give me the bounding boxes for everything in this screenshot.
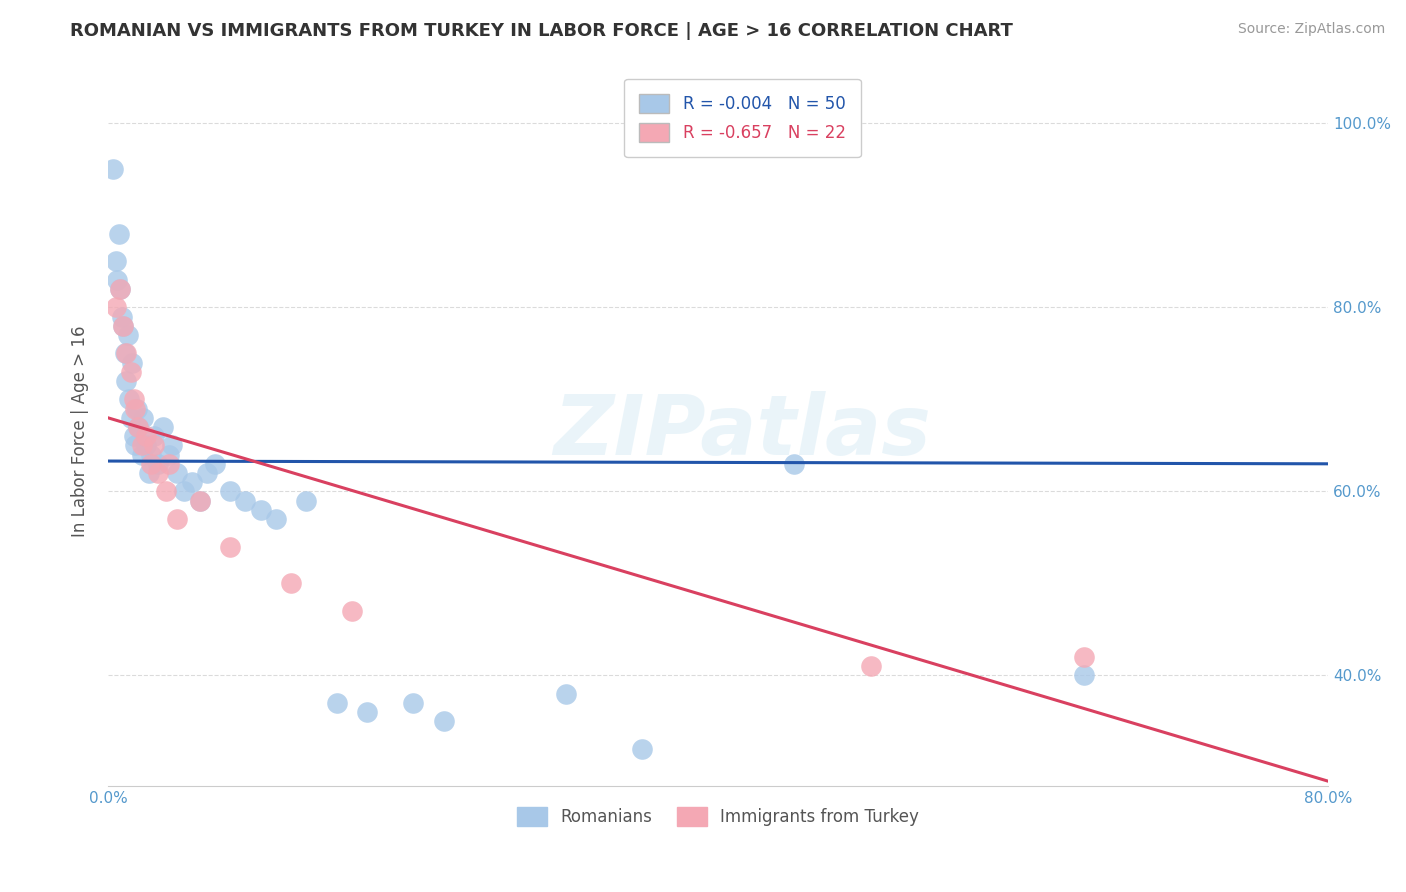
Point <box>104 254 127 268</box>
Point <box>138 466 160 480</box>
Point <box>356 705 378 719</box>
Point <box>124 401 146 416</box>
Point <box>142 438 165 452</box>
Point <box>101 162 124 177</box>
Point <box>157 448 180 462</box>
Point <box>188 493 211 508</box>
Point <box>180 475 202 490</box>
Text: ZIPatlas: ZIPatlas <box>554 391 931 472</box>
Point <box>219 540 242 554</box>
Point <box>128 420 150 434</box>
Point <box>402 696 425 710</box>
Point <box>155 484 177 499</box>
Point <box>112 318 135 333</box>
Point <box>125 401 148 416</box>
Point <box>117 328 139 343</box>
Text: Source: ZipAtlas.com: Source: ZipAtlas.com <box>1237 22 1385 37</box>
Point <box>112 318 135 333</box>
Point <box>204 457 226 471</box>
Point <box>249 503 271 517</box>
Point <box>139 457 162 471</box>
Point <box>105 273 128 287</box>
Point <box>122 429 145 443</box>
Point <box>139 448 162 462</box>
Point <box>104 301 127 315</box>
Point <box>128 420 150 434</box>
Point <box>340 604 363 618</box>
Point <box>122 392 145 407</box>
Point <box>142 429 165 443</box>
Point <box>114 346 136 360</box>
Point <box>115 374 138 388</box>
Point <box>326 696 349 710</box>
Point <box>264 512 287 526</box>
Point <box>121 356 143 370</box>
Point <box>120 365 142 379</box>
Point <box>783 457 806 471</box>
Point <box>859 659 882 673</box>
Point <box>118 392 141 407</box>
Text: ROMANIAN VS IMMIGRANTS FROM TURKEY IN LABOR FORCE | AGE > 16 CORRELATION CHART: ROMANIAN VS IMMIGRANTS FROM TURKEY IN LA… <box>70 22 1014 40</box>
Point <box>120 410 142 425</box>
Point <box>108 282 131 296</box>
Point <box>166 512 188 526</box>
Point <box>295 493 318 508</box>
Point <box>132 410 155 425</box>
Point <box>219 484 242 499</box>
Point <box>1073 668 1095 682</box>
Point <box>233 493 256 508</box>
Point <box>135 429 157 443</box>
Point <box>148 457 170 471</box>
Point <box>157 457 180 471</box>
Point <box>188 493 211 508</box>
Point <box>195 466 218 480</box>
Point <box>131 448 153 462</box>
Point <box>160 438 183 452</box>
Point <box>166 466 188 480</box>
Point <box>432 714 454 729</box>
Legend: Romanians, Immigrants from Turkey: Romanians, Immigrants from Turkey <box>509 798 928 834</box>
Point <box>173 484 195 499</box>
Point <box>131 438 153 452</box>
Point <box>124 438 146 452</box>
Point <box>135 438 157 452</box>
Point <box>280 576 302 591</box>
Point <box>115 346 138 360</box>
Y-axis label: In Labor Force | Age > 16: In Labor Force | Age > 16 <box>72 326 89 537</box>
Point <box>148 466 170 480</box>
Point <box>554 687 576 701</box>
Point <box>107 227 129 241</box>
Point <box>108 282 131 296</box>
Point <box>630 742 652 756</box>
Point <box>111 310 134 324</box>
Point <box>1073 650 1095 665</box>
Point <box>152 420 174 434</box>
